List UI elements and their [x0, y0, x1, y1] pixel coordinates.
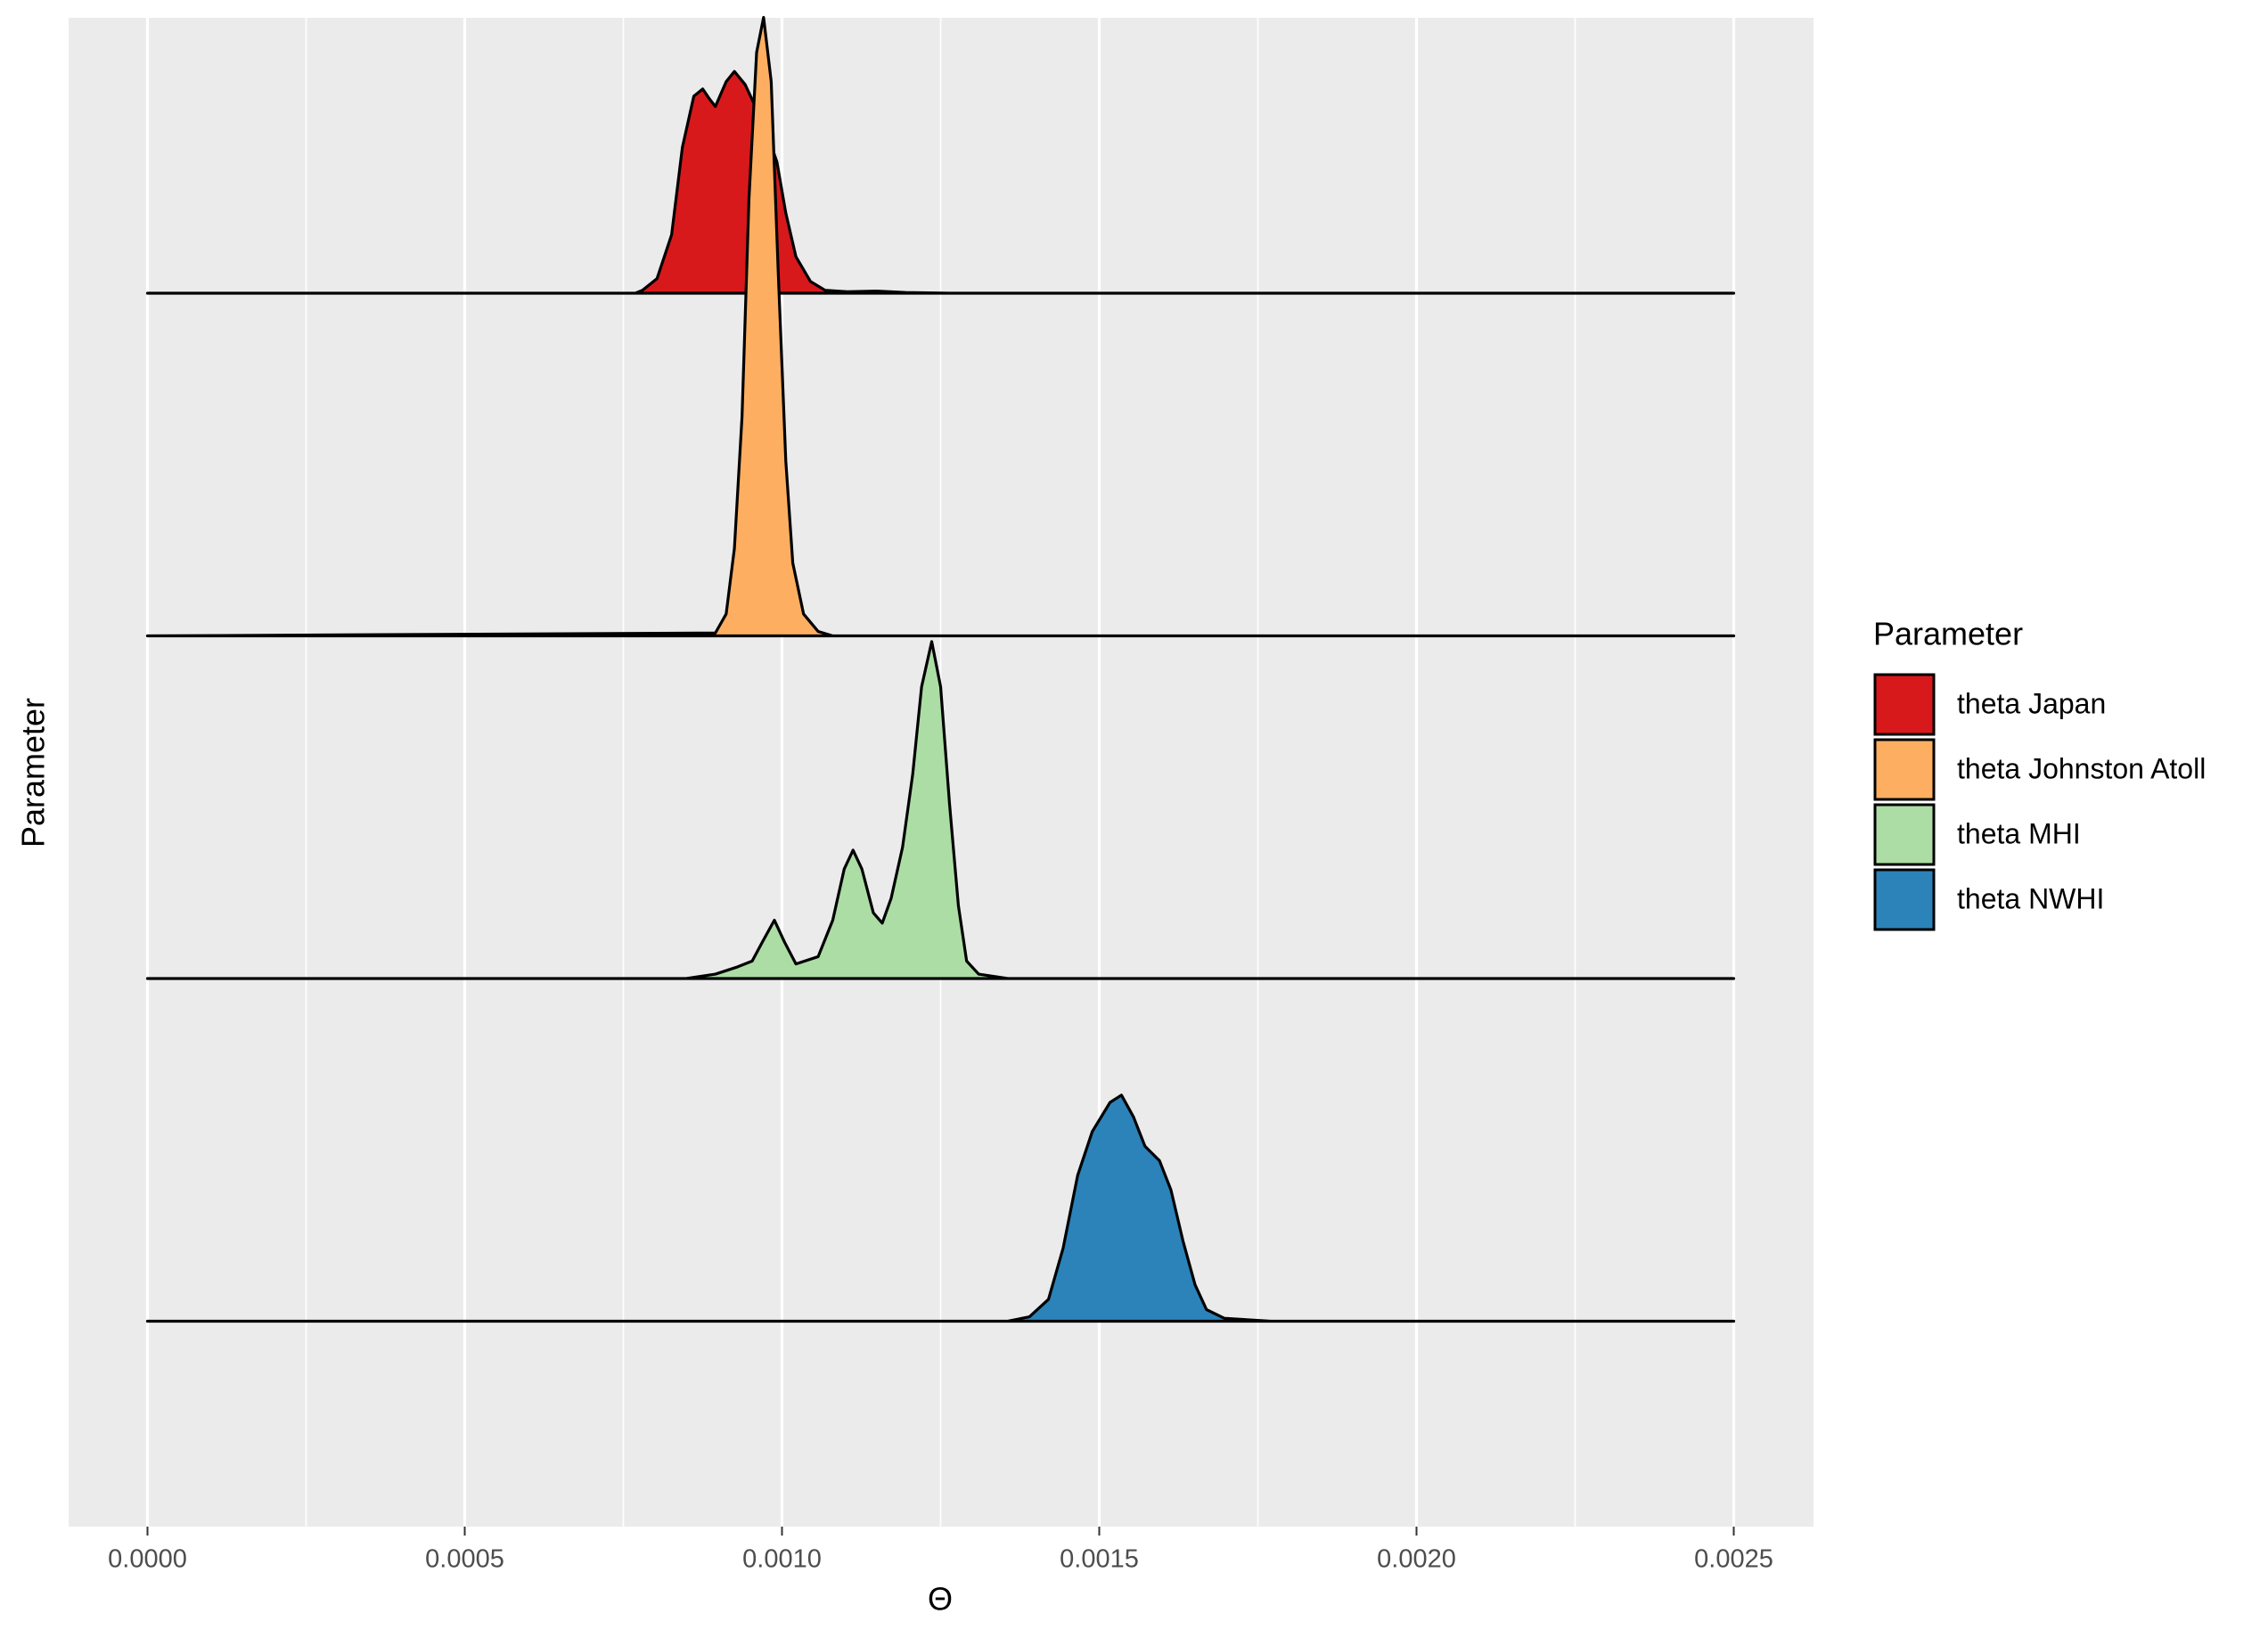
ridge [145, 70, 1736, 295]
legend-key [1873, 868, 1936, 931]
legend-key [1873, 738, 1936, 801]
ridge [145, 15, 1736, 638]
x-tick-label: 0.0005 [425, 1545, 504, 1574]
legend-label: theta Johnston Atoll [1957, 752, 2206, 784]
legend-key [1873, 673, 1936, 736]
ridge [145, 640, 1736, 980]
y-axis-title: Parameter [15, 698, 52, 848]
x-tick-label: 0.0020 [1377, 1545, 1456, 1574]
legend-key [1873, 803, 1936, 866]
legend: theta Japan theta Johnston Atoll theta MHI… [1873, 673, 2206, 931]
x-tick-label: 0.0015 [1060, 1545, 1139, 1574]
legend-label: theta MHI [1957, 817, 2081, 849]
x-tick-label: 0.0010 [742, 1545, 822, 1574]
x-axis-title: Θ [928, 1581, 953, 1618]
legend-title: Parameter [1873, 616, 2023, 652]
x-tick-label: 0.0025 [1694, 1545, 1773, 1574]
ridge [145, 1093, 1736, 1323]
legend-label: theta NWHI [1957, 882, 2104, 914]
ridges [145, 15, 1736, 1323]
x-axis: 0.0000 0.0005 0.0010 0.0015 0.0020 0.0025 [108, 1527, 1773, 1574]
x-tick-label: 0.0000 [108, 1545, 187, 1574]
legend-label: theta Japan [1957, 687, 2106, 719]
